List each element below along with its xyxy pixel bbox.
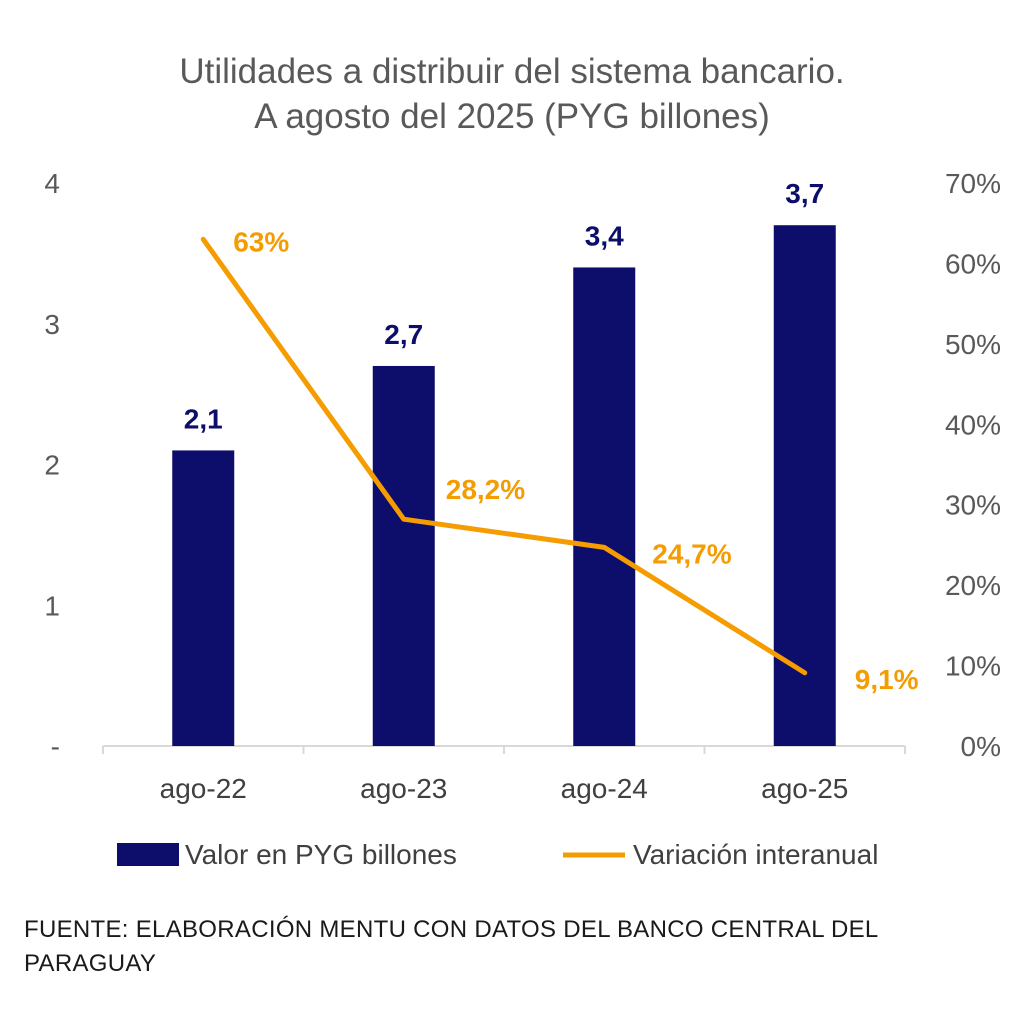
- y-left-tick-label: 3: [44, 309, 60, 340]
- bar-value-label: 2,7: [384, 319, 423, 350]
- y-left-tick-label: 2: [44, 450, 60, 481]
- x-category-label: ago-22: [160, 773, 247, 804]
- y-right-tick-label: 60%: [945, 248, 1001, 279]
- bar: [372, 365, 435, 746]
- chart-title-line-1: Utilidades a distribuir del sistema banc…: [179, 52, 844, 91]
- bar: [573, 267, 636, 746]
- chart-title-line-2: A agosto del 2025 (PYG billones): [254, 97, 770, 136]
- line-value-label: 9,1%: [855, 664, 919, 695]
- x-category-label: ago-25: [761, 773, 848, 804]
- legend-bar-label: Valor en PYG billones: [185, 839, 457, 870]
- legend-line-label: Variación interanual: [633, 839, 878, 870]
- y-right-tick-label: 10%: [945, 651, 1001, 682]
- y-right-tick-label: 70%: [945, 168, 1001, 199]
- legend-bar-swatch: [117, 843, 179, 866]
- y-right-tick-label: 30%: [945, 490, 1001, 521]
- y-right-tick-label: 40%: [945, 409, 1001, 440]
- line-value-label: 28,2%: [446, 474, 525, 505]
- x-category-label: ago-23: [360, 773, 447, 804]
- bar-value-label: 3,7: [785, 178, 824, 209]
- y-right-tick-label: 0%: [961, 731, 1001, 762]
- y-right-tick-label: 20%: [945, 570, 1001, 601]
- bar: [773, 225, 836, 747]
- y-left-tick-label: -: [51, 731, 60, 762]
- line-value-label: 24,7%: [652, 538, 731, 569]
- bar: [172, 450, 235, 746]
- combo-chart: Utilidades a distribuir del sistema banc…: [44, 52, 1001, 870]
- x-category-label: ago-24: [561, 773, 648, 804]
- y-right-tick-label: 50%: [945, 329, 1001, 360]
- source-note: FUENTE: ELABORACIÓN MENTU CON DATOS DEL …: [24, 916, 878, 977]
- legend: Valor en PYG billones Variación interanua…: [117, 839, 878, 870]
- variation-line: [200, 236, 808, 676]
- line-value-label: 63%: [233, 226, 289, 257]
- bar-value-label: 2,1: [184, 403, 223, 434]
- bar-value-label: 3,4: [585, 220, 624, 251]
- y-left-tick-label: 4: [44, 168, 60, 199]
- y-left-tick-label: 1: [44, 590, 60, 621]
